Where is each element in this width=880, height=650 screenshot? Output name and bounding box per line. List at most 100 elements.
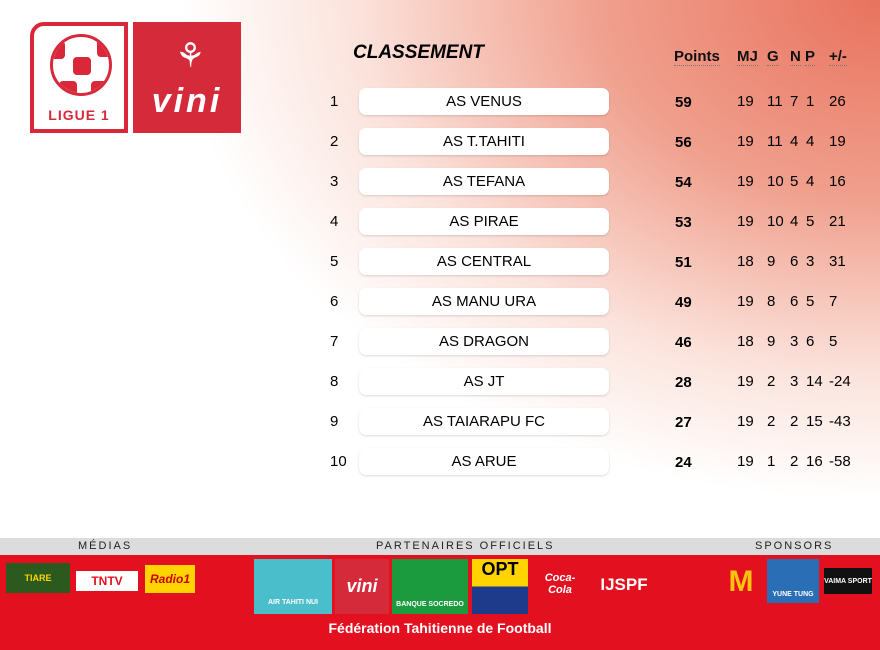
p-value: 4	[806, 133, 815, 150]
partner-logo[interactable]: IJSPF	[600, 575, 648, 594]
rank: 2	[330, 133, 339, 150]
table-row: 6 AS MANU URA 49 19 8 6 5 7	[0, 288, 880, 315]
header-mj: MJ	[737, 48, 758, 66]
points: 28	[675, 374, 692, 391]
table-row: 10 AS ARUE 24 19 1 2 16 -58	[0, 448, 880, 475]
footer: TIARE TNTV Radio1 AIR TAHITI NUI vini BA…	[0, 555, 880, 650]
media-logo[interactable]: TNTV	[76, 571, 138, 591]
diff-value: 26	[829, 93, 846, 110]
footer-labels: MÉDIAS PARTENAIRES OFFICIELS SPONSORS	[0, 538, 880, 555]
points: 51	[675, 254, 692, 271]
federation-name: Fédération Tahitienne de Football	[328, 620, 552, 636]
team-name: AS T.TAHITI	[359, 128, 609, 155]
g-value: 2	[767, 413, 776, 430]
table-row: 4 AS PIRAE 53 19 10 4 5 21	[0, 208, 880, 235]
table-row: 9 AS TAIARAPU FC 27 19 2 2 15 -43	[0, 408, 880, 435]
g-value: 10	[767, 173, 784, 190]
mj-value: 19	[737, 213, 754, 230]
n-value: 2	[790, 413, 799, 430]
rank: 10	[330, 453, 347, 470]
team-name: AS CENTRAL	[359, 248, 609, 275]
team-name: AS DRAGON	[359, 328, 609, 355]
g-value: 1	[767, 453, 776, 470]
p-value: 6	[806, 333, 815, 350]
diff-value: 16	[829, 173, 846, 190]
p-value: 5	[806, 213, 815, 230]
n-value: 4	[790, 133, 799, 150]
diff-value: 21	[829, 213, 846, 230]
n-value: 5	[790, 173, 799, 190]
points: 27	[675, 414, 692, 431]
rank: 3	[330, 173, 339, 190]
p-value: 3	[806, 253, 815, 270]
table-row: 5 AS CENTRAL 51 18 9 6 3 31	[0, 248, 880, 275]
g-value: 10	[767, 213, 784, 230]
p-value: 5	[806, 293, 815, 310]
ligue1-logo: LIGUE 1	[30, 22, 128, 133]
header-diff: +/-	[829, 48, 847, 66]
mj-value: 19	[737, 133, 754, 150]
header-p: P	[805, 48, 816, 66]
points: 24	[675, 454, 692, 471]
diff-value: -24	[829, 373, 851, 390]
p-value: 16	[806, 453, 823, 470]
page-title: CLASSEMENT	[353, 42, 484, 63]
g-value: 2	[767, 373, 776, 390]
team-name: AS MANU URA	[359, 288, 609, 315]
rank: 7	[330, 333, 339, 350]
mj-value: 19	[737, 173, 754, 190]
points: 59	[675, 94, 692, 111]
rank: 8	[330, 373, 339, 390]
sponsor-logo[interactable]: VAIMA SPORT	[824, 568, 872, 594]
mj-value: 19	[737, 453, 754, 470]
table-row: 7 AS DRAGON 46 18 9 3 6 5	[0, 328, 880, 355]
g-value: 9	[767, 253, 776, 270]
sponsor-logo[interactable]: M	[728, 565, 754, 598]
rank: 9	[330, 413, 339, 430]
n-value: 6	[790, 293, 799, 310]
team-name: AS TEFANA	[359, 168, 609, 195]
partner-logo[interactable]: BANQUE SOCREDO	[392, 559, 468, 614]
rank: 6	[330, 293, 339, 310]
table-row: 3 AS TEFANA 54 19 10 5 4 16	[0, 168, 880, 195]
diff-value: 5	[829, 333, 838, 350]
mj-value: 18	[737, 333, 754, 350]
vini-logo: ⚘ vini	[133, 22, 241, 133]
diff-value: -43	[829, 413, 851, 430]
partner-logo[interactable]: Coca-Cola	[544, 572, 576, 596]
points: 56	[675, 134, 692, 151]
team-name: AS TAIARAPU FC	[359, 408, 609, 435]
mj-value: 19	[737, 413, 754, 430]
n-value: 4	[790, 213, 799, 230]
partner-logo[interactable]: vini	[335, 559, 389, 614]
header-n: N	[790, 48, 801, 66]
football-icon	[50, 34, 112, 96]
mj-value: 19	[737, 293, 754, 310]
n-value: 6	[790, 253, 799, 270]
medias-label: MÉDIAS	[78, 540, 133, 552]
team-name: AS VENUS	[359, 88, 609, 115]
points: 54	[675, 174, 692, 191]
p-value: 1	[806, 93, 815, 110]
mj-value: 19	[737, 93, 754, 110]
partners-label: PARTENAIRES OFFICIELS	[376, 540, 555, 552]
n-value: 3	[790, 373, 799, 390]
p-value: 14	[806, 373, 823, 390]
sponsor-logo[interactable]: YUNE TUNG	[767, 559, 819, 603]
media-logo[interactable]: TIARE	[6, 563, 70, 593]
points: 46	[675, 334, 692, 351]
n-value: 3	[790, 333, 799, 350]
points: 49	[675, 294, 692, 311]
g-value: 11	[767, 133, 783, 150]
media-logo[interactable]: Radio1	[145, 565, 195, 593]
mj-value: 19	[737, 373, 754, 390]
n-value: 2	[790, 453, 799, 470]
points: 53	[675, 214, 692, 231]
partner-logo[interactable]: AIR TAHITI NUI	[254, 559, 332, 614]
rank: 1	[330, 93, 339, 110]
team-name: AS PIRAE	[359, 208, 609, 235]
header-g: G	[767, 48, 779, 66]
sponsors-label: SPONSORS	[755, 540, 834, 552]
rank: 5	[330, 253, 339, 270]
partner-logo[interactable]: OPT	[472, 559, 528, 614]
